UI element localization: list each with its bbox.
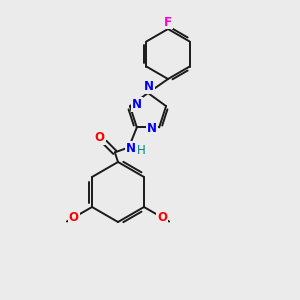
Text: O: O <box>95 131 105 144</box>
Text: F: F <box>164 16 172 28</box>
Text: N: N <box>126 142 136 155</box>
Text: N: N <box>144 80 154 94</box>
Text: O: O <box>157 211 167 224</box>
Text: N: N <box>147 122 157 135</box>
Text: N: N <box>132 98 142 111</box>
Text: O: O <box>69 211 79 224</box>
Text: H: H <box>136 144 145 157</box>
